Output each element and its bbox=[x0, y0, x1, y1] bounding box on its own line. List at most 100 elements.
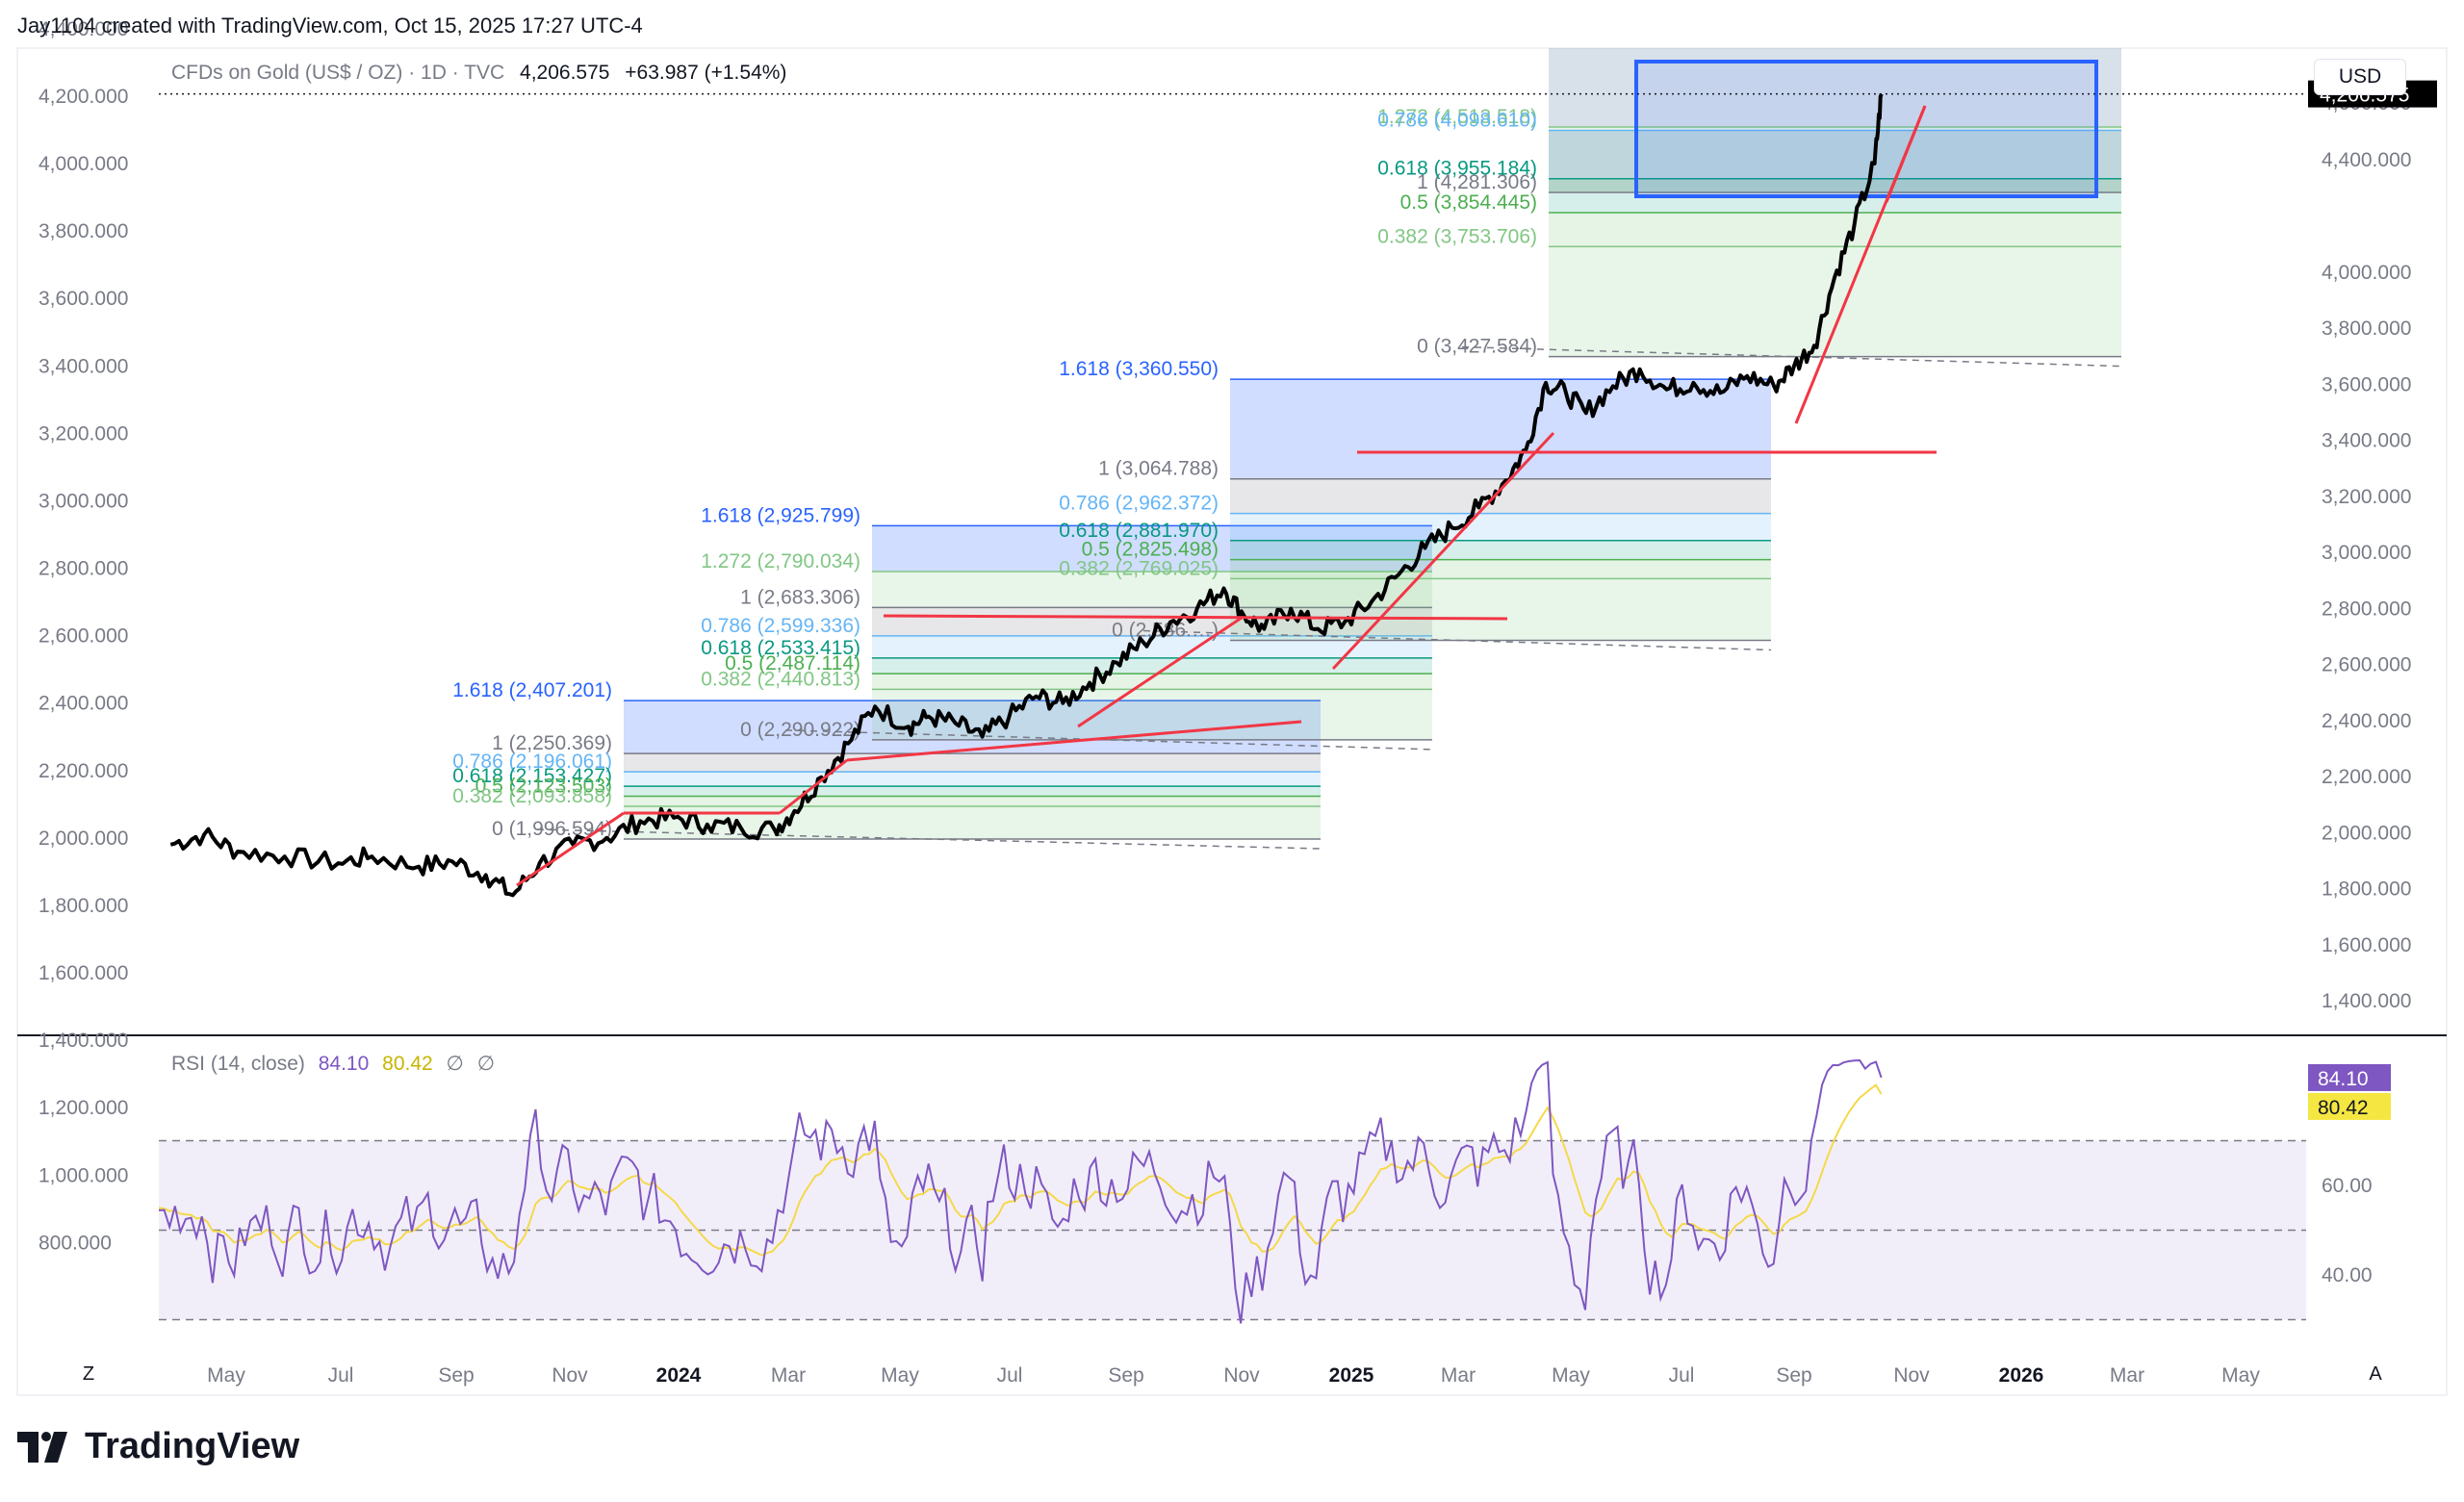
left-axis-tick: 800.000 bbox=[38, 1232, 112, 1254]
fib-level-label: 0.382 (2,440.813) bbox=[701, 668, 860, 690]
fib-level-label: 1 (4,281.306) bbox=[1417, 171, 1537, 193]
fib-band bbox=[1230, 540, 1771, 560]
fib-band bbox=[624, 786, 1321, 797]
tradingview-logo-icon bbox=[17, 1431, 67, 1463]
left-axis-tick: 4,200.000 bbox=[38, 86, 128, 108]
fib-level-label: 0.5 (3,854.445) bbox=[1400, 191, 1537, 214]
x-axis-label: 2024 bbox=[656, 1364, 702, 1387]
x-axis-label: 2025 bbox=[1329, 1364, 1374, 1387]
right-axis-tick: 3,000.000 bbox=[2322, 542, 2411, 564]
rsi-legend: RSI (14, close) 84.10 80.42 ∅ ∅ bbox=[171, 1052, 495, 1076]
fib-band bbox=[872, 657, 1432, 675]
fib-level-label: 1.272 (2,790.034) bbox=[701, 550, 860, 573]
right-axis-tick: 1,400.000 bbox=[2322, 990, 2411, 1012]
target-box bbox=[1634, 60, 2098, 198]
left-axis-tick: 1,400.000 bbox=[38, 1030, 128, 1052]
fib-level-label: 0 (3,427.584) bbox=[1417, 336, 1537, 358]
left-axis-tick: 1,000.000 bbox=[38, 1164, 128, 1186]
currency-button[interactable]: USD bbox=[2314, 59, 2406, 95]
left-axis-tick: 2,200.000 bbox=[38, 760, 128, 782]
left-axis-tick: 2,600.000 bbox=[38, 625, 128, 648]
fib-trend-dashed bbox=[1142, 629, 1772, 651]
right-axis-tick: 3,200.000 bbox=[2322, 486, 2411, 508]
left-axis-tick: 2,000.000 bbox=[38, 827, 128, 850]
chart-frame bbox=[16, 47, 2448, 1396]
fib-trend-dashed bbox=[536, 828, 1322, 850]
fib-trend-dashed bbox=[784, 729, 1433, 751]
fib-band bbox=[872, 674, 1432, 690]
rsi-value-tag-text: 84.10 bbox=[2318, 1068, 2369, 1090]
left-axis-tick: 3,800.000 bbox=[38, 220, 128, 242]
fib-band bbox=[624, 796, 1321, 806]
fib-level-label: 1 (3,064.788) bbox=[1098, 458, 1219, 480]
trend-line bbox=[779, 758, 848, 815]
fib-level-label: 1 (2,250.369) bbox=[492, 732, 612, 754]
left-axis-tick: 4,000.000 bbox=[38, 153, 128, 175]
left-axis-tick: 3,000.000 bbox=[38, 490, 128, 512]
rsi-axis-tick: 40.00 bbox=[2322, 1264, 2373, 1286]
rsi-label[interactable]: RSI (14, close) bbox=[171, 1053, 305, 1075]
fib-level-label: 0.618 (2,533.415) bbox=[701, 637, 860, 659]
fib-level-label: 0.786 (2,962.372) bbox=[1059, 493, 1219, 515]
left-axis-tick: 1,800.000 bbox=[38, 895, 128, 917]
fib-level-label: 0.786 (2,599.336) bbox=[701, 615, 860, 637]
x-axis-label: Jul bbox=[1669, 1364, 1695, 1387]
rsi-axis-tick: 60.00 bbox=[2322, 1175, 2373, 1197]
fib-level-label: 0.5 (2,123.503) bbox=[475, 776, 612, 798]
fib-level-label: 0.382 (3,753.706) bbox=[1377, 225, 1537, 247]
x-axis-label: May bbox=[207, 1364, 245, 1387]
left-axis-tick: 2,400.000 bbox=[38, 693, 128, 715]
x-axis-label: Jul bbox=[997, 1364, 1023, 1387]
left-axis-tick: 3,200.000 bbox=[38, 422, 128, 445]
fib-band bbox=[1549, 130, 2121, 192]
left-axis-tick: 1,600.000 bbox=[38, 962, 128, 984]
trend-line bbox=[1077, 616, 1243, 728]
fib-band bbox=[624, 753, 1321, 773]
fib-level-label: 1.272 (4,513.518) bbox=[1377, 106, 1537, 128]
trend-line bbox=[1885, 105, 1927, 203]
rsi-value: 84.10 bbox=[318, 1053, 370, 1075]
right-axis-tick: 4,000.000 bbox=[2322, 262, 2411, 284]
right-axis-tick: 3,800.000 bbox=[2322, 318, 2411, 340]
x-axis-label: Sep bbox=[1108, 1364, 1143, 1387]
rsi-ma-tag-text: 80.42 bbox=[2318, 1097, 2369, 1119]
fib-band bbox=[624, 700, 1321, 754]
right-axis-tick: 2,000.000 bbox=[2322, 822, 2411, 844]
fib-band bbox=[872, 525, 1432, 572]
left-axis-tick: 3,400.000 bbox=[38, 355, 128, 377]
x-axis-label: Nov bbox=[552, 1364, 588, 1387]
fib-level-label: 0.382 (2,769.025) bbox=[1059, 557, 1219, 579]
chart-border bbox=[16, 47, 2448, 1396]
fib-level-label: 0 (2,586.…) bbox=[1112, 619, 1219, 641]
right-axis-tick: 1,600.000 bbox=[2322, 934, 2411, 956]
trend-lines bbox=[516, 105, 1937, 887]
fib-level-label: 1.618 (2,407.201) bbox=[452, 679, 612, 701]
trend-line bbox=[1331, 431, 1555, 671]
fib-band bbox=[1230, 559, 1771, 579]
symbol-legend: CFDs on Gold (US$ / OZ) · 1D · TVC 4,206… bbox=[171, 62, 786, 85]
rsi-line bbox=[158, 1058, 1883, 1324]
symbol-name[interactable]: CFDs on Gold (US$ / OZ) · 1D · TVC bbox=[171, 62, 505, 84]
auto-scale-button[interactable]: A bbox=[2369, 1363, 2382, 1385]
x-axis-label: May bbox=[2221, 1364, 2260, 1387]
right-axis-tick: 2,800.000 bbox=[2322, 598, 2411, 620]
zoom-button[interactable]: Z bbox=[82, 1363, 95, 1385]
fib-level-label: 0.786 (4,098.610) bbox=[1377, 109, 1537, 131]
fib-band bbox=[1230, 513, 1771, 541]
x-axis-label: Mar bbox=[1441, 1364, 1476, 1387]
fib-level-label: 1.618 (3,360.550) bbox=[1059, 358, 1219, 380]
fib-level-label: 1.618 (2,925.799) bbox=[701, 504, 860, 526]
fib-level-label: 0 (2,290.922) bbox=[740, 719, 860, 741]
x-axis-label: Mar bbox=[2110, 1364, 2144, 1387]
fib-band bbox=[1549, 246, 2121, 357]
tradingview-logo[interactable]: TradingView bbox=[17, 1426, 299, 1467]
rsi-ma-tag bbox=[2308, 1092, 2391, 1120]
left-axis-tick: 2,800.000 bbox=[38, 558, 128, 580]
x-axis-label: Sep bbox=[1776, 1364, 1811, 1387]
trend-line bbox=[883, 614, 1508, 621]
right-axis-tick: 1,800.000 bbox=[2322, 878, 2411, 901]
fib-band bbox=[872, 571, 1432, 608]
fib-band bbox=[872, 635, 1432, 658]
last-price: 4,206.575 bbox=[520, 62, 610, 84]
